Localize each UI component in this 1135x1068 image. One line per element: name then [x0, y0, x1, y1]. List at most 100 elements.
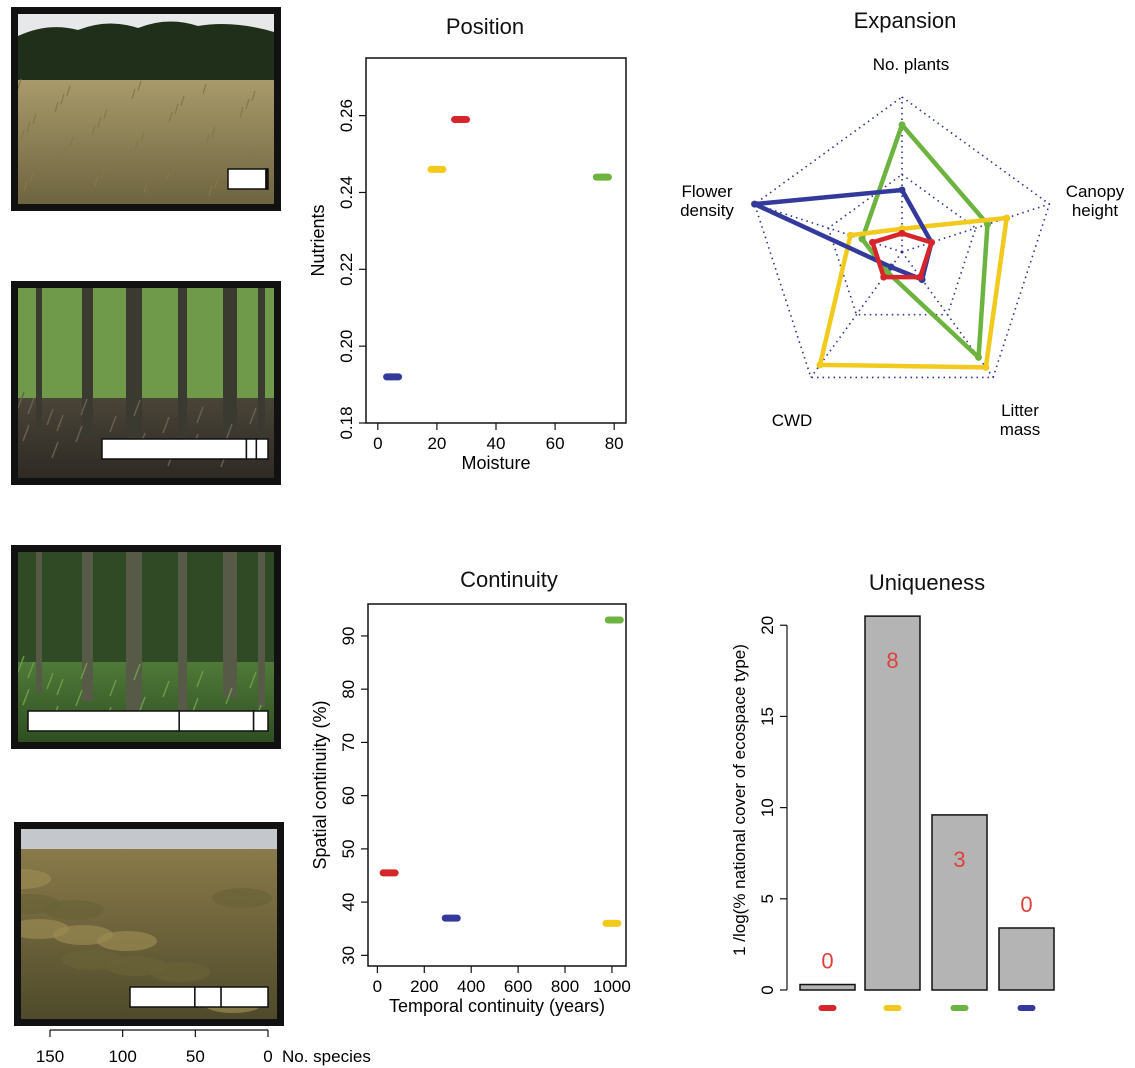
radar-vertex-yellow	[1003, 214, 1011, 222]
continuity-y-tick-label: 40	[339, 893, 358, 912]
position-x-tick-label: 20	[427, 434, 446, 453]
radar-vertex-yellow	[846, 231, 854, 239]
wheat-stalk	[60, 93, 65, 105]
radar-vertex-green	[898, 121, 906, 129]
tree-trunk	[36, 288, 42, 428]
radar-series-green	[859, 122, 990, 360]
radar-grid-ring	[753, 96, 1051, 379]
wheat-stalk	[168, 111, 173, 123]
radar-vertex-yellow	[816, 361, 824, 369]
radar-vertex-green	[858, 235, 866, 243]
radar-vertex-green	[984, 220, 991, 228]
radar-vertex-blue	[887, 263, 895, 271]
wheat-stalk	[214, 177, 219, 189]
wheat-stalk	[18, 78, 22, 90]
radar-spoke	[810, 251, 903, 378]
continuity-y-tick-label: 30	[339, 946, 358, 965]
radar-vertex-red	[869, 238, 877, 246]
undergrowth	[162, 416, 170, 434]
wheat-stalk	[29, 172, 34, 184]
undergrowth	[133, 399, 141, 417]
undergrowth	[133, 663, 141, 681]
wheat-stalk	[140, 131, 145, 143]
undergrowth	[22, 688, 30, 706]
expansion-title: Expansion	[853, 8, 957, 33]
undergrowth	[80, 398, 88, 416]
undergrowth	[22, 424, 30, 442]
photo-agricultural-field	[11, 7, 281, 211]
undergrowth	[46, 408, 54, 426]
undergrowth	[80, 662, 88, 680]
uniqueness-bar-red	[799, 983, 856, 991]
undergrowth	[56, 678, 64, 696]
undergrowth	[56, 414, 64, 432]
wheat-stalk	[248, 149, 253, 161]
wheat-stalk	[239, 106, 244, 118]
tree-trunk	[178, 552, 187, 719]
wheat-stalk	[202, 83, 207, 95]
continuity-x-tick-label: 1000	[593, 977, 631, 996]
position-y-tick-label: 0.26	[337, 99, 356, 132]
uniqueness-y-tick-label: 0	[758, 985, 777, 994]
continuity-y-tick-label: 50	[339, 839, 358, 858]
undergrowth	[27, 661, 35, 679]
photo-forest	[11, 281, 281, 485]
radar-vertex-yellow	[982, 363, 990, 371]
radar-vertex-red	[898, 229, 906, 237]
continuity-x-tick-label: 200	[410, 977, 438, 996]
radar-axis-label: Flower	[681, 182, 732, 201]
continuity-chart: 0 200 400 600 800 1000 30 40 50 60 70 80 90 Temporal …	[310, 603, 631, 1016]
radar-spoke	[754, 203, 903, 253]
wheat-stalk	[23, 180, 28, 192]
wheat-stalk	[63, 144, 68, 156]
wheat-stalk	[20, 129, 25, 141]
heath-mound	[159, 987, 219, 1007]
position-y-tick-label: 0.20	[337, 330, 356, 363]
continuity-title: Continuity	[460, 567, 558, 592]
undergrowth	[249, 671, 257, 689]
wheat-stalk	[165, 170, 170, 182]
undergrowth	[162, 680, 170, 698]
uniqueness-bar-count: 0	[1020, 892, 1032, 917]
continuity-x-label: Temporal continuity (years)	[389, 996, 605, 1016]
continuity-y-tick-label: 70	[339, 733, 358, 752]
wheat-stalk	[66, 85, 71, 97]
wheat-stalk	[180, 95, 185, 107]
position-x-label: Moisture	[461, 453, 530, 473]
uniqueness-bar-count: 8	[886, 648, 898, 673]
uniqueness-bar-count: 3	[953, 847, 965, 872]
position-title: Position	[445, 14, 525, 39]
position-x-tick-label: 0	[373, 434, 382, 453]
continuity-y-label: Spatial continuity (%)	[310, 700, 330, 869]
wheat-stalk	[143, 182, 148, 194]
undergrowth	[75, 425, 83, 443]
wheat-stalk	[26, 121, 31, 133]
radar-grid-ring	[827, 173, 977, 316]
wheat-stalk	[211, 126, 216, 138]
tree-trunk	[36, 552, 42, 692]
undergrowth	[225, 423, 233, 441]
uniqueness-title: Uniqueness	[868, 570, 986, 595]
continuity-x-tick-label: 800	[551, 977, 579, 996]
radar-spoke	[901, 251, 994, 378]
continuity-x-tick-label: 600	[504, 977, 532, 996]
undergrowth	[196, 406, 204, 424]
continuity-y-tick-label: 90	[339, 626, 358, 645]
wheat-stalk	[205, 134, 210, 146]
species-axis-tick-label: 0	[263, 1047, 272, 1066]
wheat-stalk	[54, 101, 59, 113]
radar-vertex-blue	[898, 186, 906, 194]
position-x-tick-label: 80	[605, 434, 624, 453]
continuity-x-tick-label: 400	[457, 977, 485, 996]
tree-trunk	[258, 288, 265, 443]
radar-vertex-green	[975, 353, 983, 361]
position-y-tick-label: 0.22	[337, 253, 356, 286]
undergrowth	[249, 407, 257, 425]
position-y-tick-label: 0.24	[337, 176, 356, 209]
uniqueness-bar-count: 0	[821, 949, 833, 974]
tree-trunk	[126, 552, 142, 710]
radar-series-blue	[752, 187, 934, 282]
undergrowth	[18, 391, 25, 409]
radar-axis-label: mass	[1000, 420, 1041, 439]
